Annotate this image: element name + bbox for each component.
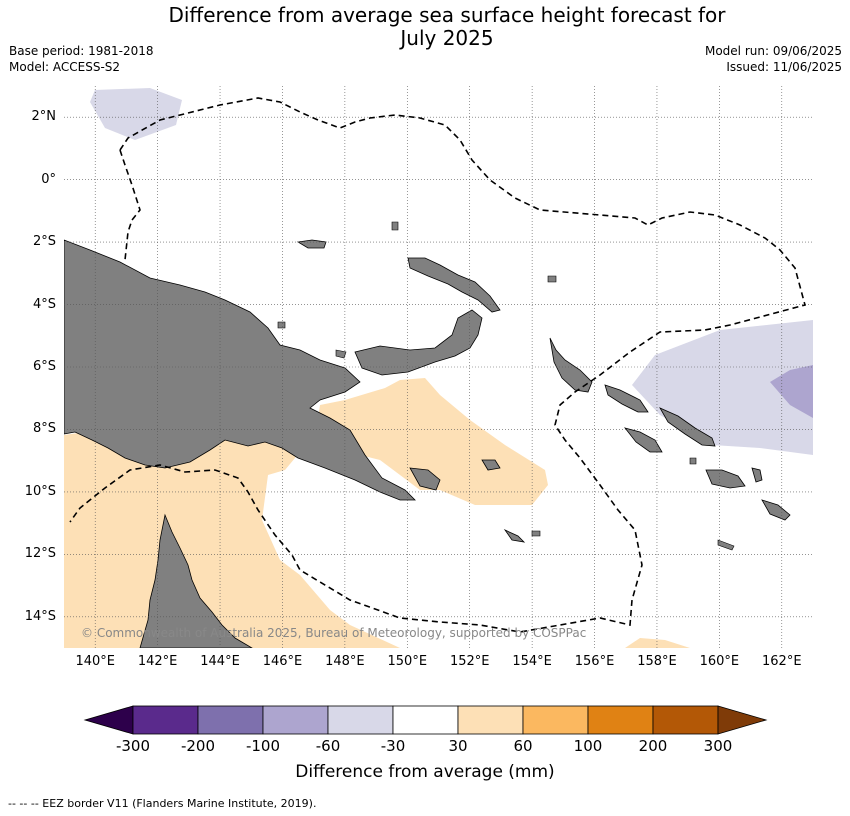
colorbar <box>83 705 768 735</box>
lat-label: 12°S <box>24 546 56 562</box>
lat-label: 2°S <box>32 234 56 250</box>
lon-label: 152°E <box>449 654 490 669</box>
colorbar-segment <box>522 705 589 735</box>
lon-label: 158°E <box>637 654 677 669</box>
lon-label: 142°E <box>137 654 178 669</box>
land-small-islets <box>277 221 735 551</box>
colorbar-tick-label: -200 <box>180 737 216 755</box>
land-new-britain <box>354 309 483 376</box>
lon-label: 140°E <box>75 654 115 669</box>
footnote: -- -- -- EEZ border V11 (Flanders Marine… <box>8 797 317 810</box>
chart-title: Difference from average sea surface heig… <box>0 4 850 50</box>
lat-label: 6°S <box>32 359 56 374</box>
lon-label: 150°E <box>387 654 428 669</box>
title-line-1: Difference from average sea surface heig… <box>168 3 726 27</box>
land-makira <box>761 499 791 521</box>
colorbar-segment <box>262 705 329 735</box>
issued-date: Issued: 11/06/2025 <box>726 60 842 74</box>
lat-label: 14°S <box>24 608 56 624</box>
lat-label: 10°S <box>24 483 56 499</box>
colorbar-segment <box>587 705 654 735</box>
anomaly-negative-east-strong <box>770 365 813 418</box>
meta-left: Base period: 1981-2018 Model: ACCESS-S2 <box>9 43 154 75</box>
land-new-ireland <box>407 257 501 313</box>
model-run: Model run: 09/06/2025 <box>704 44 842 58</box>
land-new-georgia <box>623 427 663 453</box>
land-santa-isabel <box>659 407 716 447</box>
gridlines <box>64 86 813 648</box>
colorbar-segment <box>457 705 524 735</box>
lon-label: 146°E <box>262 654 303 669</box>
lon-label: 160°E <box>699 654 740 669</box>
lon-label: 154°E <box>512 654 552 669</box>
colorbar-tick-label: 200 <box>638 737 668 755</box>
colorbar-tick-label: -60 <box>315 737 341 755</box>
land-new-guinea <box>64 239 416 501</box>
lat-label: 2°N <box>31 109 57 125</box>
land-cape-york <box>139 513 253 648</box>
lat-label: 0° <box>41 171 56 187</box>
title-line-2: July 2025 <box>400 26 494 50</box>
lon-label: 144°E <box>200 654 240 669</box>
colorbar-tick-label: -300 <box>115 737 151 755</box>
lon-label: 156°E <box>574 654 615 669</box>
lat-label: 4°S <box>32 296 56 312</box>
anomaly-negative-north <box>90 88 182 140</box>
colorbar-extend-high <box>717 705 768 735</box>
colorbar-tick-label: 100 <box>573 737 603 755</box>
land-choiseul <box>604 384 649 413</box>
colorbar-tick-label: 300 <box>703 737 733 755</box>
colorbar-segment <box>652 705 719 735</box>
land-louisiade <box>481 459 501 471</box>
colorbar-segment <box>327 705 394 735</box>
colorbar-tick-label: 60 <box>513 737 533 755</box>
base-period: Base period: 1981-2018 <box>9 44 154 58</box>
land-malaita <box>751 467 763 483</box>
land-bougainville <box>549 337 593 393</box>
land-dentrecasteaux <box>409 467 441 491</box>
colorbar-tick-label: -100 <box>245 737 281 755</box>
eez-border <box>69 97 806 633</box>
colorbar-extend-low <box>83 705 134 735</box>
map-area <box>64 86 813 648</box>
lon-label: 148°E <box>325 654 365 669</box>
land-rossel <box>503 529 526 543</box>
colorbar-tick-label: 30 <box>448 737 468 755</box>
model-name: Model: ACCESS-S2 <box>9 60 121 74</box>
copyright-notice: © Commonwealth of Australia 2025, Bureau… <box>81 626 587 640</box>
colorbar-tick-label: -30 <box>380 737 406 755</box>
colorbar-title: Difference from average (mm) <box>295 762 555 782</box>
meta-right: Model run: 09/06/2025 Issued: 11/06/2025 <box>705 43 842 75</box>
land-guadalcanal <box>705 469 746 489</box>
colorbar-segment <box>392 705 459 735</box>
anomaly-positive-southeast <box>625 638 690 648</box>
colorbar-segment <box>132 705 199 735</box>
colorbar-segment <box>197 705 264 735</box>
lon-label: 162°E <box>762 654 802 669</box>
lat-label: 8°S <box>32 421 56 437</box>
